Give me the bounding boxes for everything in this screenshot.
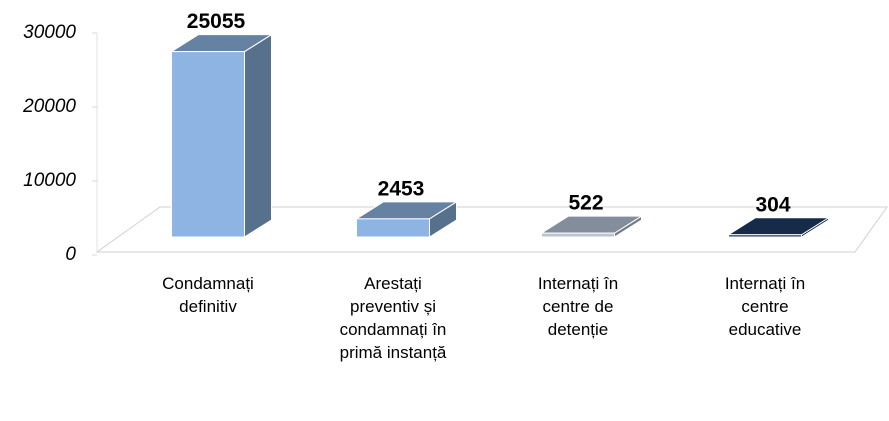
- bar: [726, 216, 831, 238]
- value-label: 522: [568, 192, 603, 215]
- bar-front: [728, 234, 802, 238]
- bar: [354, 200, 459, 238]
- value-label: 304: [755, 193, 790, 216]
- x-tick-label: Internați în centre educative: [724, 274, 806, 339]
- bar: [539, 215, 644, 238]
- bar-side: [244, 33, 272, 238]
- value-label: 25055: [187, 10, 246, 33]
- y-tick-label: 10000: [23, 170, 76, 191]
- bar-front: [171, 51, 245, 238]
- x-tick-label: Arestați preventiv și condamnați în prim…: [339, 274, 447, 362]
- y-tick-label: 0: [65, 244, 76, 265]
- bar: [169, 33, 274, 238]
- bar-front: [356, 218, 430, 238]
- y-tick-label: 30000: [23, 22, 76, 43]
- x-tick-label: Condamnați definitiv: [162, 274, 254, 316]
- x-tick-label: Internați în centre de detenție: [537, 274, 619, 339]
- y-tick-label: 20000: [22, 96, 76, 117]
- floor: [95, 206, 888, 253]
- value-label: 2453: [378, 177, 425, 200]
- bar-front: [541, 232, 615, 238]
